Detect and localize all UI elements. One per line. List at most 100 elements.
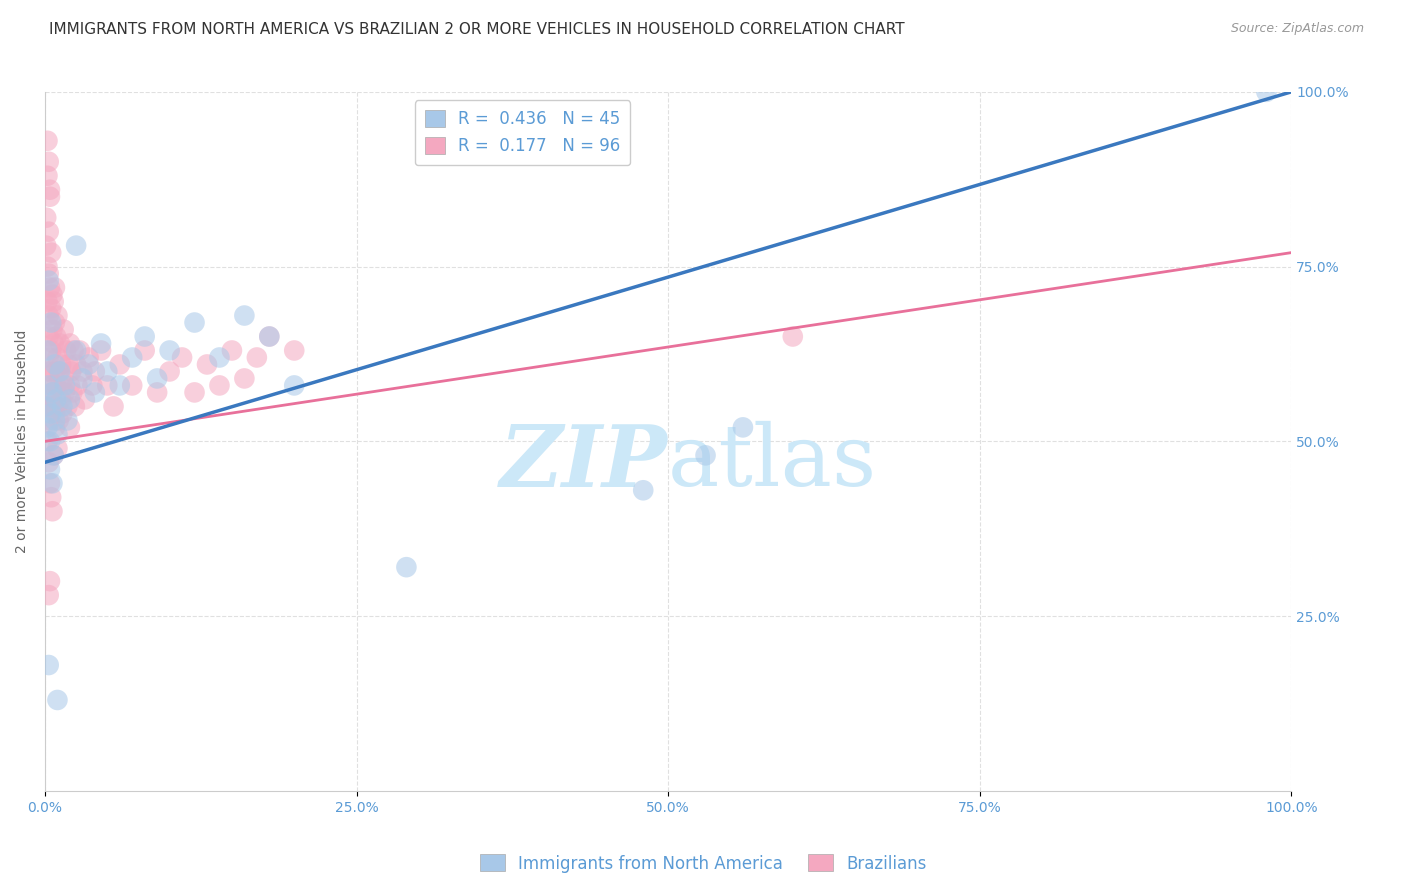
Point [42, 448, 65, 462]
Point [37, 294, 59, 309]
Point [37, 434, 59, 449]
Point [631, 483, 654, 498]
Point [38, 392, 60, 407]
Text: IMMIGRANTS FROM NORTH AMERICA VS BRAZILIAN 2 OR MORE VEHICLES IN HOUSEHOLD CORRE: IMMIGRANTS FROM NORTH AMERICA VS BRAZILI… [49, 22, 905, 37]
Point [38, 274, 60, 288]
Point [159, 364, 181, 378]
Point [44, 420, 66, 434]
Point [146, 371, 169, 385]
Point [52, 371, 75, 385]
Point [42, 400, 65, 414]
Text: atlas: atlas [668, 421, 877, 504]
Point [39, 476, 62, 491]
Point [38, 329, 60, 343]
Point [49, 378, 72, 392]
Point [35, 400, 58, 414]
Point [108, 358, 131, 372]
Point [39, 245, 62, 260]
Point [48, 413, 70, 427]
Point [46, 309, 69, 323]
Point [39, 343, 62, 358]
Point [121, 378, 143, 392]
Point [60, 385, 83, 400]
Point [51, 358, 73, 372]
Point [65, 238, 87, 252]
Text: Source: ZipAtlas.com: Source: ZipAtlas.com [1230, 22, 1364, 36]
Point [55, 343, 77, 358]
Point [41, 504, 63, 518]
Point [38, 267, 60, 281]
Legend: R =  0.436   N = 45, R =  0.177   N = 96: R = 0.436 N = 45, R = 0.177 N = 96 [415, 100, 630, 165]
Point [121, 351, 143, 365]
Point [63, 400, 86, 414]
Point [90, 336, 112, 351]
Point [35, 238, 58, 252]
Point [39, 183, 62, 197]
Point [38, 351, 60, 365]
Y-axis label: 2 or more Vehicles in Household: 2 or more Vehicles in Household [15, 330, 30, 553]
Point [44, 364, 66, 378]
Point [62, 343, 84, 358]
Point [283, 378, 305, 392]
Point [39, 490, 62, 504]
Point [39, 413, 62, 427]
Point [38, 309, 60, 323]
Point [208, 351, 231, 365]
Point [38, 588, 60, 602]
Point [38, 378, 60, 392]
Point [246, 351, 269, 365]
Point [65, 358, 87, 372]
Point [72, 364, 94, 378]
Point [77, 358, 100, 372]
Point [46, 400, 69, 414]
Point [42, 294, 65, 309]
Point [39, 400, 62, 414]
Point [65, 343, 87, 358]
Point [46, 427, 69, 442]
Text: ZIP: ZIP [501, 420, 668, 504]
Point [44, 316, 66, 330]
Point [259, 329, 281, 343]
Point [96, 364, 118, 378]
Point [37, 134, 59, 148]
Point [44, 413, 66, 427]
Point [59, 378, 82, 392]
Point [195, 358, 218, 372]
Point [39, 462, 62, 476]
Point [49, 336, 72, 351]
Point [259, 329, 281, 343]
Point [51, 400, 73, 414]
Point [69, 343, 91, 358]
Point [134, 343, 156, 358]
Point [42, 448, 65, 462]
Point [56, 400, 79, 414]
Point [42, 336, 65, 351]
Point [73, 392, 96, 407]
Point [46, 442, 69, 456]
Point [39, 364, 62, 378]
Point [37, 364, 59, 378]
Point [103, 400, 125, 414]
Point [183, 385, 205, 400]
Legend: Immigrants from North America, Brazilians: Immigrants from North America, Brazilian… [472, 847, 934, 880]
Point [60, 364, 83, 378]
Point [53, 385, 76, 400]
Point [37, 260, 59, 274]
Point [395, 560, 418, 574]
Point [38, 154, 60, 169]
Point [45, 392, 67, 407]
Point [35, 400, 58, 414]
Point [51, 406, 73, 420]
Point [46, 693, 69, 707]
Point [233, 309, 256, 323]
Point [37, 420, 59, 434]
Point [159, 343, 181, 358]
Point [38, 658, 60, 673]
Point [39, 280, 62, 294]
Point [45, 329, 67, 343]
Point [53, 378, 76, 392]
Point [41, 385, 63, 400]
Point [39, 406, 62, 420]
Point [731, 420, 754, 434]
Point [72, 371, 94, 385]
